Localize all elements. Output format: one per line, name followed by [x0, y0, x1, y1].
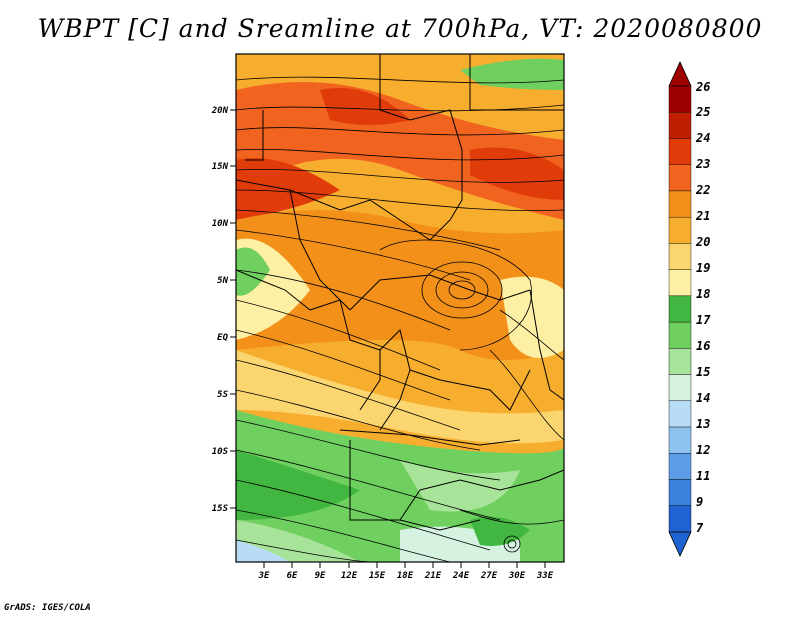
colorbar-label: 15	[696, 365, 710, 379]
country-borders	[236, 54, 564, 531]
wbpt-field	[236, 54, 564, 562]
colorbar-band	[668, 164, 692, 192]
lon-label: 9E	[315, 571, 326, 580]
colorbar-band	[668, 505, 692, 533]
lat-label: 20N	[211, 106, 229, 116]
colorbar-band	[668, 295, 692, 323]
lon-label: 15E	[369, 571, 386, 580]
colorbar-band	[668, 400, 692, 428]
colorbar-label: 12	[696, 443, 710, 457]
lon-label: 24E	[452, 571, 470, 580]
colorbar-band	[668, 112, 692, 139]
colorbar-label: 21	[695, 209, 710, 223]
colorbar: 26 25 24 23 22 21 20 19 18 17 16 15 14 1…	[668, 61, 711, 557]
lat-label: EQ	[217, 333, 228, 343]
colorbar-label: 7	[696, 521, 704, 535]
colorbar-band	[668, 479, 692, 506]
colorbar-label: 9	[696, 495, 703, 509]
lon-label: 33E	[536, 571, 554, 580]
colorbar-band	[668, 85, 692, 113]
colorbar-labels: 26 25 24 23 22 21 20 19 18 17 16 15 14 1…	[695, 80, 711, 535]
lon-label: 18E	[397, 571, 414, 580]
colorbar-label: 25	[695, 105, 710, 119]
lat-label: 10S	[212, 447, 229, 457]
colorbar-label: 14	[696, 391, 710, 405]
lat-labels: 20N 15N 10N 5N EQ 5S 10S 15S	[211, 106, 229, 514]
colorbar-band	[668, 426, 692, 454]
colorbar-label: 24	[695, 131, 710, 145]
map-frame	[235, 53, 565, 563]
colorbar-band	[668, 453, 692, 480]
map-panel: 20N 15N 10N 5N EQ 5S 10S 15S 3E 6E 9E 12…	[211, 53, 565, 580]
colorbar-band	[668, 374, 692, 402]
colorbar-label: 22	[695, 183, 710, 197]
colorbar-band	[668, 243, 692, 270]
lat-axis	[230, 109, 236, 509]
colorbar-label: 11	[696, 469, 710, 483]
colorbar-label: 23	[695, 157, 710, 171]
colorbar-bands	[668, 85, 692, 533]
colorbar-label: 17	[696, 313, 711, 327]
colorbar-label: 18	[696, 287, 710, 301]
lon-labels: 3E 6E 9E 12E 15E 18E 21E 24E 27E 30E 33E	[258, 571, 554, 580]
colorbar-band	[668, 321, 692, 349]
grads-credit: GrADS: IGES/COLA	[4, 603, 91, 613]
colorbar-bottom-arrow	[668, 531, 692, 557]
lat-label: 15N	[212, 162, 229, 172]
lon-label: 12E	[341, 571, 358, 580]
colorbar-band	[668, 216, 692, 244]
colorbar-label: 16	[696, 339, 710, 353]
lon-label: 21E	[424, 571, 442, 580]
colorbar-band	[668, 269, 692, 297]
colorbar-label: 13	[696, 417, 710, 431]
lon-label: 27E	[480, 571, 498, 580]
lon-axis	[263, 562, 546, 568]
lat-label: 5S	[217, 390, 228, 400]
colorbar-band	[668, 138, 692, 165]
colorbar-label: 19	[696, 261, 710, 275]
colorbar-band	[668, 190, 692, 218]
chart-title: WBPT [C] and Sreamline at 700hPa, VT: 20…	[37, 14, 763, 43]
colorbar-band	[668, 348, 692, 375]
lat-label: 10N	[212, 219, 229, 229]
lat-label: 5N	[217, 276, 228, 286]
colorbar-top-arrow	[668, 61, 692, 87]
lon-label: 3E	[258, 571, 270, 580]
lat-label: 15S	[212, 504, 229, 514]
colorbar-label: 20	[695, 235, 710, 249]
colorbar-label: 26	[695, 80, 710, 94]
lon-label: 6E	[287, 571, 298, 580]
lon-label: 30E	[508, 571, 526, 580]
